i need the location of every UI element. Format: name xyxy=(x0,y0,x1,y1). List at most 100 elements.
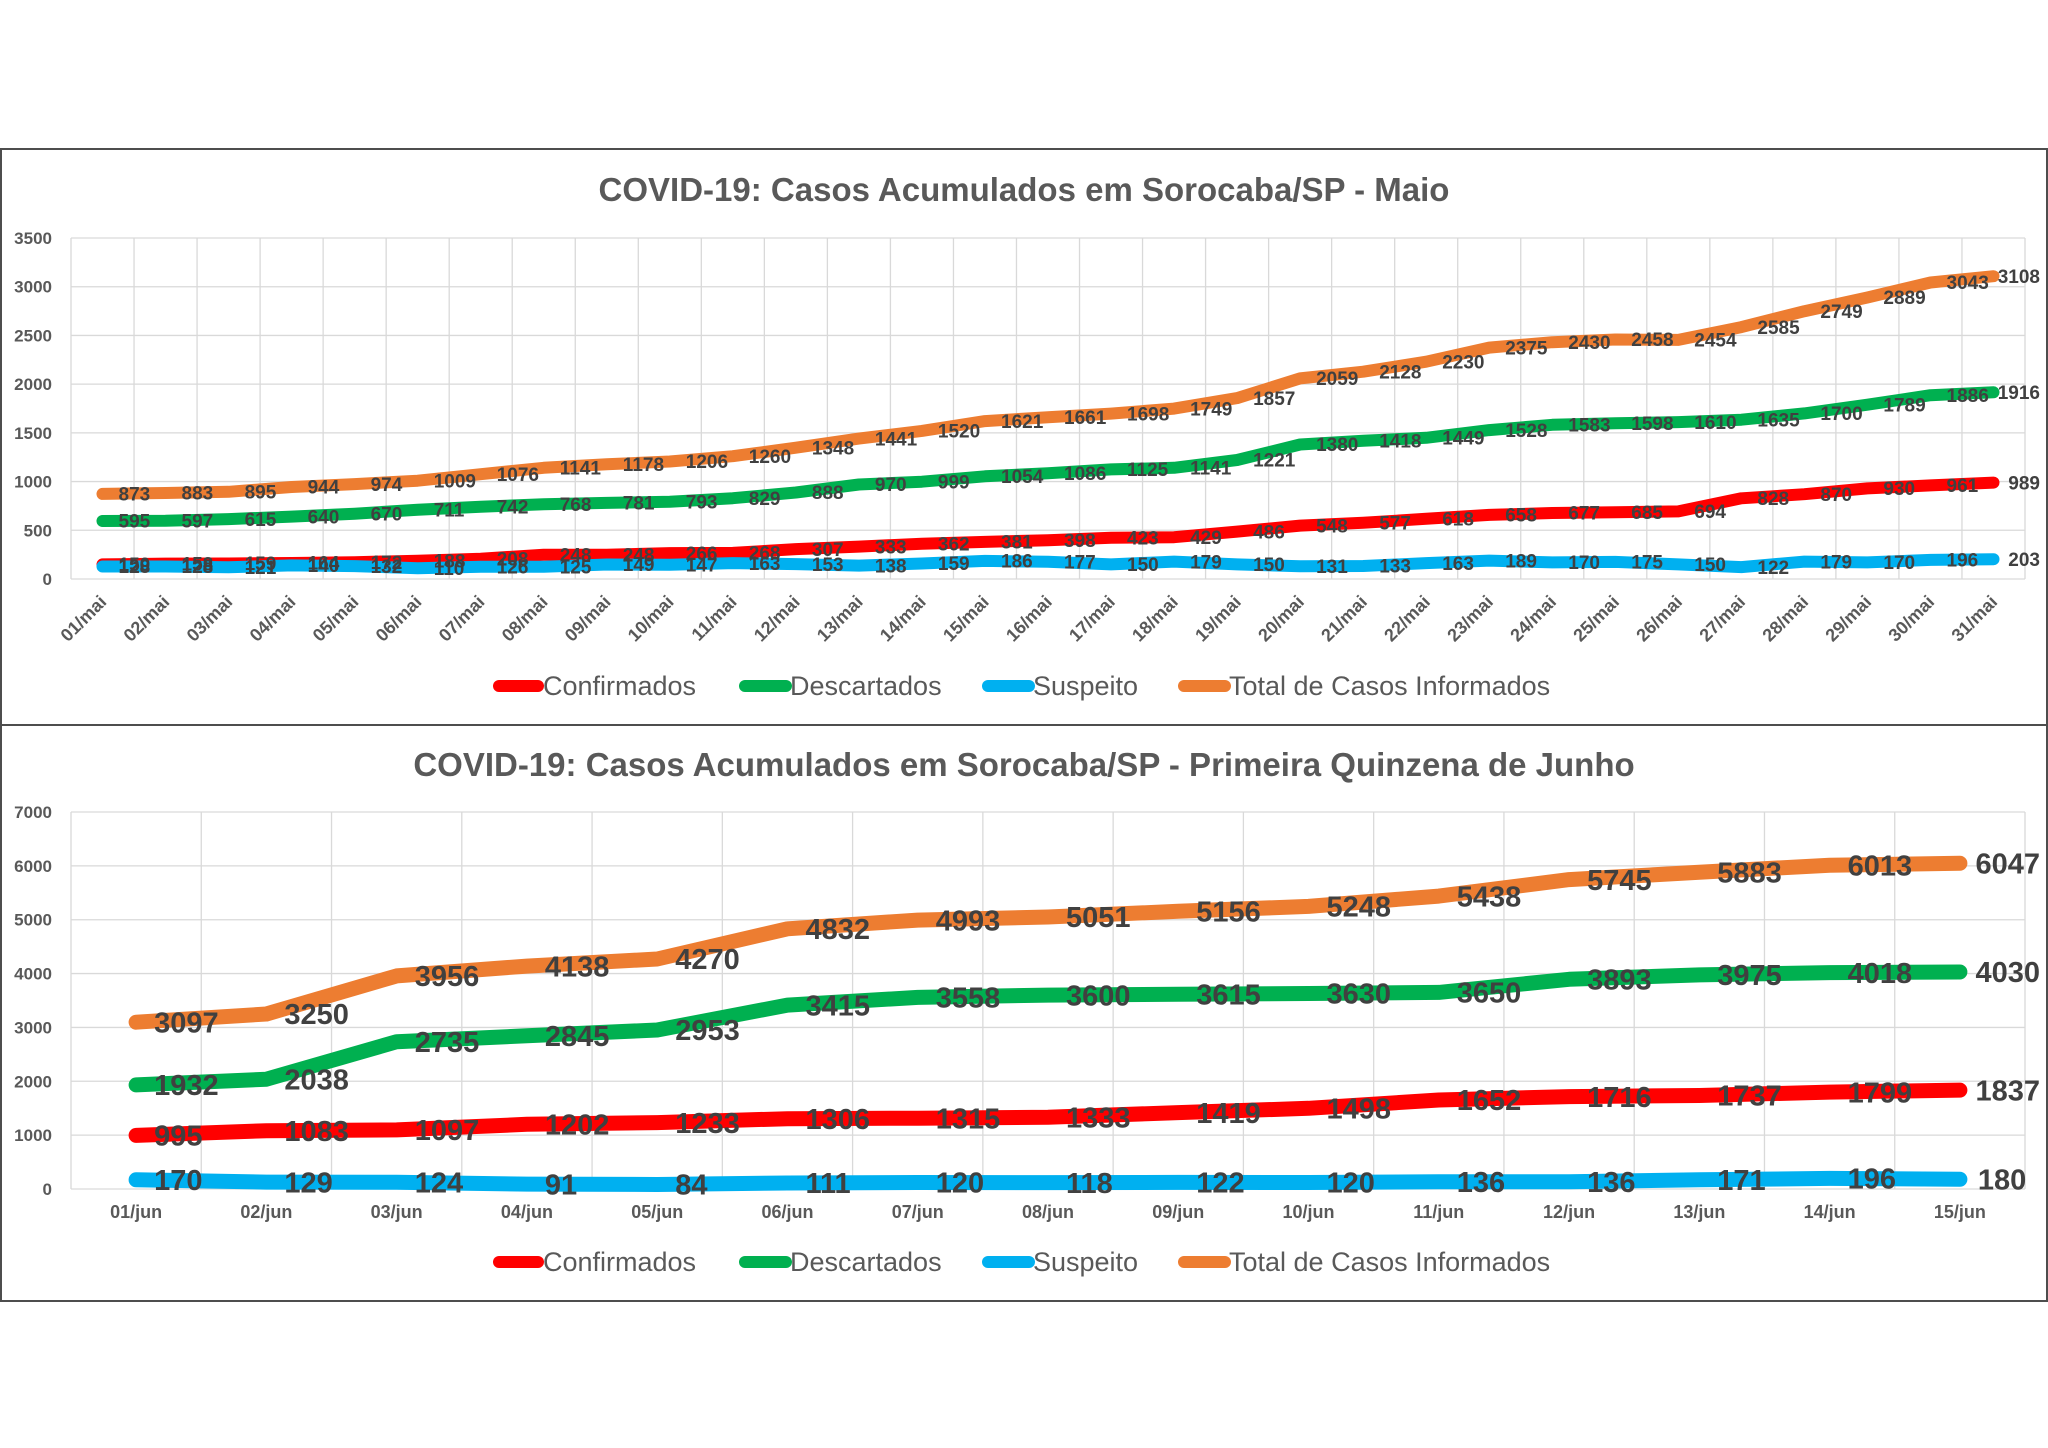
data-label-confirmados: 658 xyxy=(1505,506,1537,527)
x-tick-label: 24/mai xyxy=(1506,592,1560,646)
data-label-confirmados: 158 xyxy=(182,554,214,575)
data-label-total-de-casos-informados: 2585 xyxy=(1757,318,1800,339)
data-label-suspeito: 131 xyxy=(1316,557,1348,578)
data-label-total-de-casos-informados: 1857 xyxy=(1253,389,1295,410)
chart-title: COVID-19: Casos Acumulados em Sorocaba/S… xyxy=(413,746,1634,783)
legend-label-suspeito: Suspeito xyxy=(1033,671,1138,701)
x-tick-label: 25/mai xyxy=(1569,592,1623,646)
data-label-descartados: 1054 xyxy=(1001,467,1044,488)
data-label-descartados: 1886 xyxy=(1947,386,1989,407)
line-chart-junho: COVID-19: Casos Acumulados em Sorocaba/S… xyxy=(14,746,2040,1277)
x-tick-label: 07/jun xyxy=(892,1202,944,1222)
data-label-confirmados: 1498 xyxy=(1327,1093,1392,1125)
data-label-descartados: 1916 xyxy=(1998,383,2040,404)
data-label-descartados: 640 xyxy=(308,507,340,528)
data-label-descartados: 1418 xyxy=(1379,431,1421,452)
data-label-suspeito: 196 xyxy=(1947,551,1979,572)
data-label-descartados: 1598 xyxy=(1631,414,1673,435)
data-label-suspeito: 163 xyxy=(749,554,781,575)
series-line-total-de-casos-informados xyxy=(96,270,2000,500)
y-tick-label: 1000 xyxy=(14,1126,52,1145)
chart-panel-maio: COVID-19: Casos Acumulados em Sorocaba/S… xyxy=(0,148,2048,726)
data-label-descartados: 768 xyxy=(560,495,592,516)
data-label-total-de-casos-informados: 1749 xyxy=(1190,399,1232,420)
data-label-total-de-casos-informados: 944 xyxy=(308,478,340,499)
data-label-descartados: 829 xyxy=(749,489,781,510)
y-tick-label: 2500 xyxy=(14,326,52,345)
data-label-descartados: 970 xyxy=(875,475,907,496)
data-label-suspeito: 170 xyxy=(1883,553,1915,574)
data-label-suspeito: 136 xyxy=(1457,1167,1505,1199)
data-label-confirmados: 1333 xyxy=(1066,1102,1131,1134)
y-axis: 0 500 1000 1500 2000 2500 3000 3500 xyxy=(14,229,52,589)
y-tick-label: 2000 xyxy=(14,375,52,394)
data-label-total-de-casos-informados: 3108 xyxy=(1998,267,2040,288)
y-tick-label: 2000 xyxy=(14,1072,52,1091)
y-tick-label: 7000 xyxy=(14,803,52,822)
series-lines xyxy=(128,855,1968,1192)
data-label-total-de-casos-informados: 895 xyxy=(245,482,277,503)
data-label-total-de-casos-informados: 5745 xyxy=(1587,865,1652,897)
series-lines xyxy=(96,270,2000,575)
data-label-total-de-casos-informados: 2375 xyxy=(1505,338,1548,359)
data-label-descartados: 1125 xyxy=(1127,460,1169,481)
data-label-suspeito: 128 xyxy=(182,557,214,578)
x-tick-label: 28/mai xyxy=(1758,592,1812,646)
data-label-suspeito: 136 xyxy=(1587,1167,1635,1199)
legend: Confirmados Descartados Suspeito Total d… xyxy=(493,1247,1550,1277)
x-tick-label: 23/mai xyxy=(1443,592,1497,646)
data-label-confirmados: 1233 xyxy=(675,1108,740,1140)
y-tick-label: 3500 xyxy=(14,229,52,248)
data-label-confirmados: 429 xyxy=(1190,528,1222,549)
data-label-descartados: 888 xyxy=(812,483,844,504)
y-tick-label: 3000 xyxy=(14,1018,52,1037)
y-tick-label: 500 xyxy=(24,521,52,540)
chart-panel-junho: COVID-19: Casos Acumulados em Sorocaba/S… xyxy=(0,724,2048,1302)
x-tick-label: 11/mai xyxy=(688,592,741,645)
x-tick-label: 14/mai xyxy=(876,592,930,646)
y-tick-label: 0 xyxy=(43,570,52,589)
x-tick-label: 01/jun xyxy=(110,1202,162,1222)
x-tick-label: 21/mai xyxy=(1317,592,1371,646)
data-label-total-de-casos-informados: 4832 xyxy=(806,914,871,946)
data-label-suspeito: 159 xyxy=(938,554,970,575)
x-tick-label: 30/mai xyxy=(1885,592,1939,646)
data-label-total-de-casos-informados: 974 xyxy=(371,475,403,496)
data-label-total-de-casos-informados: 5883 xyxy=(1717,857,1782,889)
data-label-descartados: 742 xyxy=(497,497,529,518)
data-label-total-de-casos-informados: 2430 xyxy=(1568,333,1610,354)
y-tick-label: 5000 xyxy=(14,911,52,930)
data-label-confirmados: 870 xyxy=(1820,485,1852,506)
x-tick-label: 18/mai xyxy=(1128,592,1182,646)
data-label-confirmados: 248 xyxy=(623,545,655,566)
x-axis: 01/mai 02/mai 03/mai 04/mai 05/mai 06/mai 07/m… xyxy=(57,592,2002,646)
data-label-suspeito: 125 xyxy=(560,557,592,578)
data-label-confirmados: 164 xyxy=(308,554,340,575)
x-tick-label: 12/mai xyxy=(750,592,804,646)
data-label-descartados: 1635 xyxy=(1757,410,1800,431)
data-label-confirmados: 1737 xyxy=(1717,1081,1782,1113)
x-tick-label: 07/mai xyxy=(435,592,489,646)
data-label-total-de-casos-informados: 1661 xyxy=(1064,408,1107,429)
x-tick-label: 03/jun xyxy=(371,1202,423,1222)
data-label-confirmados: 930 xyxy=(1883,479,1915,500)
data-label-total-de-casos-informados: 1076 xyxy=(497,465,539,486)
data-label-descartados: 781 xyxy=(623,494,655,515)
gridlines xyxy=(70,237,2026,580)
data-label-total-de-casos-informados: 2889 xyxy=(1883,288,1925,309)
data-label-total-de-casos-informados: 4138 xyxy=(545,951,610,983)
data-label-total-de-casos-informados: 1009 xyxy=(434,471,476,492)
x-tick-label: 05/jun xyxy=(631,1202,683,1222)
series-line-total-de-casos-informados xyxy=(128,855,1968,1030)
x-tick-label: 06/mai xyxy=(372,592,426,646)
data-label-confirmados: 1083 xyxy=(284,1116,349,1148)
data-label-total-de-casos-informados: 1698 xyxy=(1127,404,1169,425)
legend-label-total: Total de Casos Informados xyxy=(1229,671,1550,701)
data-label-descartados: 4018 xyxy=(1848,958,1913,990)
legend-item-total: Total de Casos Informados xyxy=(1178,1247,1550,1277)
data-label-descartados: 3615 xyxy=(1196,979,1261,1011)
data-label-descartados: 597 xyxy=(182,511,214,532)
data-label-descartados: 1610 xyxy=(1694,413,1736,434)
data-label-total-de-casos-informados: 2128 xyxy=(1379,362,1421,383)
x-tick-label: 10/mai xyxy=(624,592,678,646)
